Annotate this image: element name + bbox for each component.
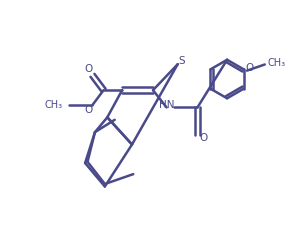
Text: O: O	[85, 64, 93, 74]
Text: CH₃: CH₃	[267, 58, 285, 68]
Text: S: S	[178, 56, 185, 65]
Text: O: O	[245, 63, 253, 73]
Text: O: O	[85, 105, 93, 115]
Text: HN: HN	[159, 100, 174, 110]
Text: O: O	[200, 133, 208, 143]
Text: CH₃: CH₃	[45, 100, 63, 110]
